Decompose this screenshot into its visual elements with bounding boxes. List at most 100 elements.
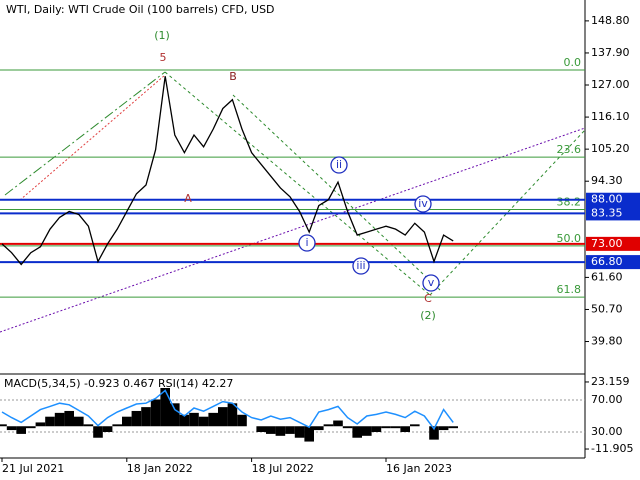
macd-bar bbox=[122, 416, 132, 427]
wave-label: i bbox=[305, 236, 308, 249]
macd-bar bbox=[93, 426, 103, 438]
wave-circle bbox=[330, 156, 348, 174]
y-tick-label: 94.30 bbox=[591, 174, 623, 187]
trendline bbox=[232, 94, 441, 291]
price-label-bg bbox=[586, 255, 640, 270]
macd-bar bbox=[54, 412, 65, 427]
y-tick-label: -11.905 bbox=[591, 442, 633, 455]
fib-label: 50.0 bbox=[557, 232, 582, 245]
macd-bar bbox=[83, 424, 94, 427]
trendline bbox=[0, 127, 586, 333]
macd-bar bbox=[381, 426, 391, 429]
x-tick-label: 21 Jul 2021 bbox=[2, 462, 64, 475]
macd-bar bbox=[400, 426, 410, 432]
price-line bbox=[1, 76, 454, 266]
fib-label: 0.0 bbox=[564, 56, 582, 69]
macd-bar bbox=[237, 414, 247, 427]
macd-bar bbox=[0, 424, 7, 427]
macd-bar bbox=[160, 388, 170, 427]
fib-label: 23.6 bbox=[557, 143, 582, 156]
x-tick-label: 16 Jan 2023 bbox=[386, 462, 452, 475]
macd-bar bbox=[35, 422, 46, 427]
macd-bar bbox=[198, 416, 209, 427]
wave-label: ii bbox=[336, 158, 342, 171]
macd-bar bbox=[266, 426, 276, 434]
wave-circle bbox=[352, 257, 370, 275]
macd-bar bbox=[390, 426, 401, 429]
y-tick-label: 127.00 bbox=[591, 78, 630, 91]
wave-label: 5 bbox=[160, 51, 167, 64]
macd-bar bbox=[304, 426, 314, 442]
price-label-bg bbox=[586, 236, 640, 251]
macd-bar bbox=[218, 407, 228, 427]
wave-label: B bbox=[229, 70, 237, 83]
macd-bar bbox=[45, 416, 55, 427]
macd-bar bbox=[64, 410, 74, 427]
chart-title: WTI, Daily: WTI Crude Oil (100 barrels) … bbox=[6, 3, 275, 16]
macd-bar bbox=[6, 426, 17, 431]
wave-circle bbox=[298, 234, 316, 252]
macd-bar bbox=[150, 399, 161, 427]
macd-bar bbox=[112, 424, 122, 427]
macd-bar bbox=[438, 426, 449, 431]
macd-bar bbox=[189, 412, 199, 427]
wave-label: (1) bbox=[154, 29, 170, 42]
y2-tick-label: 70.00 bbox=[591, 393, 623, 406]
macd-bar bbox=[102, 426, 113, 432]
macd-bar bbox=[141, 407, 151, 427]
macd-bar bbox=[275, 426, 286, 436]
y-tick-label: 39.80 bbox=[591, 335, 623, 348]
y-tick-label: 61.60 bbox=[591, 270, 623, 283]
macd-bar bbox=[314, 426, 324, 431]
price-label: 83.35 bbox=[591, 206, 623, 219]
macd-bar bbox=[323, 424, 334, 427]
macd-bar bbox=[448, 426, 458, 429]
wave-label: (2) bbox=[420, 309, 436, 322]
trendline bbox=[164, 71, 431, 296]
indicator-title: MACD(5,34,5) -0.923 0.467 RSI(14) 42.27 bbox=[4, 377, 233, 390]
price-label: 66.80 bbox=[591, 255, 623, 268]
macd-bar bbox=[26, 426, 36, 429]
x-tick-label: 18 Jan 2022 bbox=[127, 462, 193, 475]
macd-bar bbox=[285, 426, 295, 434]
rsi-line bbox=[1, 389, 454, 431]
wave-label: A bbox=[184, 192, 192, 205]
macd-bar bbox=[208, 412, 218, 427]
price-label: 88.00 bbox=[591, 193, 623, 206]
wave-circle bbox=[414, 195, 432, 213]
wave-label: iii bbox=[356, 259, 365, 272]
fib-label: 38.2 bbox=[557, 195, 582, 208]
macd-bar bbox=[179, 414, 190, 427]
wave-label: C bbox=[424, 292, 432, 305]
macd-bar bbox=[74, 416, 84, 427]
macd-bar bbox=[342, 426, 353, 429]
y-tick-label: 23.159 bbox=[591, 375, 630, 388]
y2-tick-label: 30.00 bbox=[591, 425, 623, 438]
macd-bar bbox=[352, 426, 362, 438]
macd-bar bbox=[131, 410, 142, 427]
macd-bar bbox=[410, 424, 420, 427]
x-tick-label: 18 Jul 2022 bbox=[252, 462, 314, 475]
price-label: 73.00 bbox=[591, 237, 623, 250]
wave-label: iv bbox=[418, 197, 428, 210]
y-tick-label: 105.20 bbox=[591, 142, 630, 155]
macd-bar bbox=[256, 426, 266, 432]
y-tick-label: 50.70 bbox=[591, 302, 623, 315]
wave-label: v bbox=[428, 276, 435, 289]
macd-bar bbox=[333, 420, 343, 427]
macd-bar bbox=[170, 403, 180, 427]
price-label-bg bbox=[586, 192, 640, 207]
fib-label: 61.8 bbox=[557, 283, 582, 296]
macd-bar bbox=[294, 426, 305, 438]
y-tick-label: 148.80 bbox=[591, 14, 630, 27]
price-label-bg bbox=[586, 206, 640, 221]
macd-bar bbox=[362, 426, 372, 436]
y-tick-label: 116.10 bbox=[591, 110, 630, 123]
y-tick-label: 137.90 bbox=[591, 46, 630, 59]
macd-bar bbox=[227, 403, 238, 427]
trendline bbox=[4, 71, 166, 196]
macd-bar bbox=[429, 426, 439, 440]
macd-bar bbox=[16, 426, 26, 434]
